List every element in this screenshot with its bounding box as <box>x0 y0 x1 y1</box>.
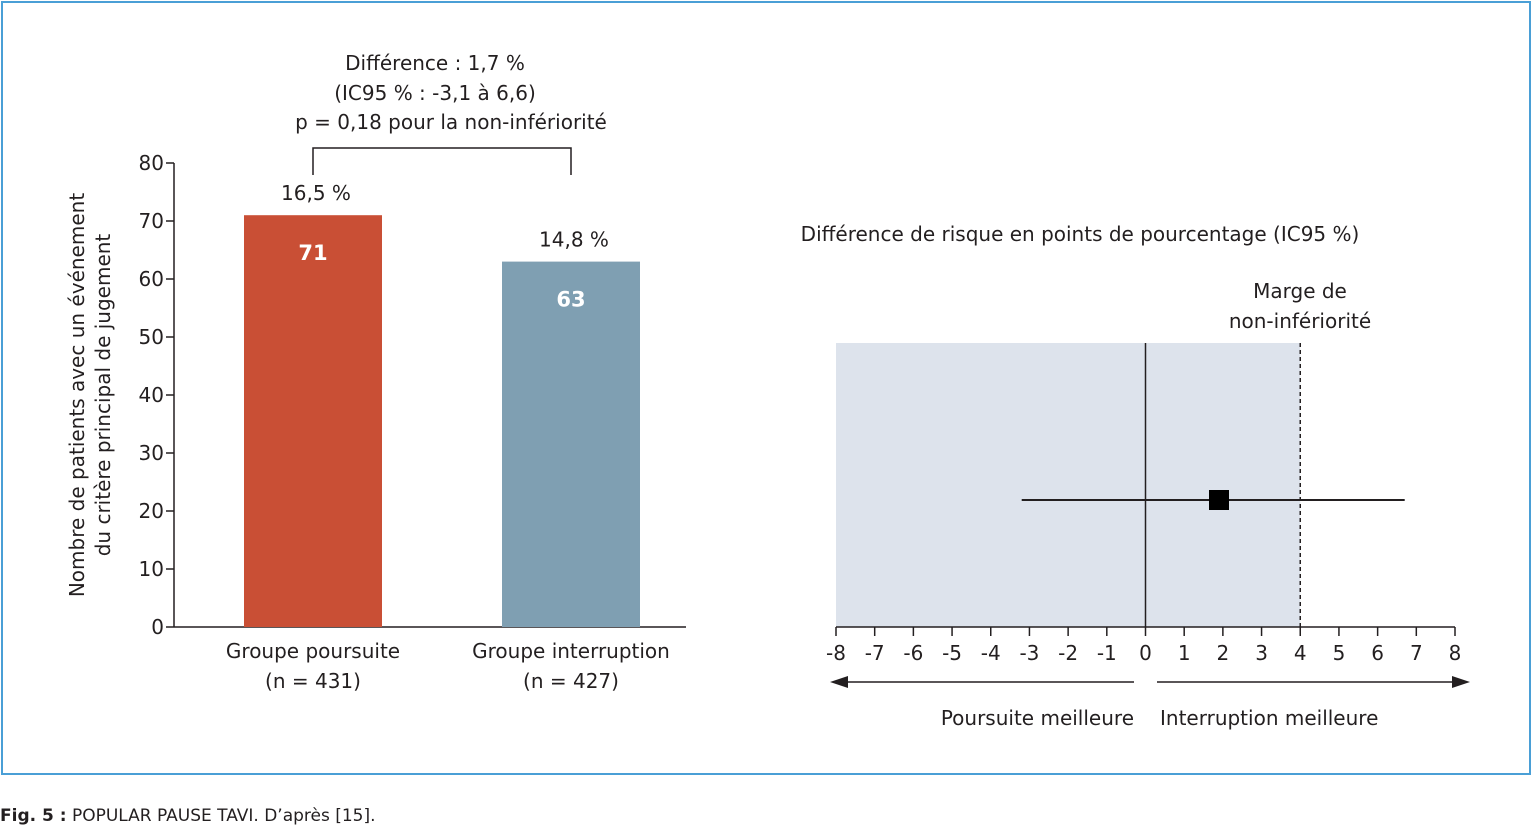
y-tick-label: 70 <box>139 209 164 233</box>
forest-plot: Différence de risque en points de pource… <box>801 222 1470 730</box>
margin-label-line1: Marge de <box>1253 279 1347 303</box>
y-tick-label: 20 <box>139 499 164 523</box>
y-tick-label: 10 <box>139 557 164 581</box>
x-tick-label: 7 <box>1410 641 1423 665</box>
x-tick-label: 2 <box>1217 641 1230 665</box>
bar <box>244 215 382 627</box>
non-inferiority-zone <box>836 343 1301 627</box>
bar-value-label: 71 <box>298 241 327 265</box>
figure-caption: Fig. 5 : POPULAR PAUSE TAVI. D’après [15… <box>0 806 376 826</box>
comparison-annotation: Différence : 1,7 % (IC95 % : -3,1 à 6,6)… <box>295 51 607 175</box>
margin-label-line2: non-infériorité <box>1229 309 1371 333</box>
arrow-left-head <box>830 676 848 688</box>
bar-chart-ylabel-line2: du critère principal de jugement <box>91 234 115 557</box>
y-tick-label: 40 <box>139 383 164 407</box>
bar-chart-ylabel-line1: Nombre de patients avec un événement <box>65 193 89 597</box>
bar <box>502 261 640 627</box>
point-estimate-marker <box>1209 490 1230 510</box>
arrow-right-head <box>1452 676 1470 688</box>
x-tick-label: -4 <box>981 641 1001 665</box>
bar-chart: Nombre de patients avec un événement du … <box>65 51 686 693</box>
forest-plot-body <box>836 343 1405 627</box>
comparison-line-3: p = 0,18 pour la non-infériorité <box>295 110 607 134</box>
comparison-bracket <box>312 147 572 175</box>
caption-label: Fig. 5 : <box>0 806 67 826</box>
x-tick-label: 0 <box>1139 641 1152 665</box>
x-tick-label: 5 <box>1333 641 1346 665</box>
comparison-line-1: Différence : 1,7 % <box>345 51 525 75</box>
category-label: Groupe poursuite <box>226 639 400 663</box>
figure-charts: Nombre de patients avec un événement du … <box>65 51 1470 730</box>
bar-chart-y-axis: 0 10 20 30 40 50 60 70 80 <box>139 151 175 639</box>
y-tick-label: 80 <box>139 151 164 175</box>
direction-arrows: Poursuite meilleure Interruption meilleu… <box>830 676 1470 730</box>
x-tick-label: -8 <box>826 641 846 665</box>
x-tick-label: -5 <box>942 641 962 665</box>
forest-plot-x-axis: -8 -7 -6 -5 -4 -3 -2 -1 0 1 2 3 4 5 6 7 8 <box>826 626 1462 665</box>
arrow-left-label: Poursuite meilleure <box>941 706 1134 730</box>
forest-plot-title: Différence de risque en points de pource… <box>801 222 1360 246</box>
bar-percent-label: 14,8 % <box>539 228 609 252</box>
caption-text: POPULAR PAUSE TAVI. D’après [15]. <box>71 806 376 826</box>
x-tick-label: -2 <box>1058 641 1078 665</box>
x-tick-label: -7 <box>865 641 885 665</box>
bar-value-label: 63 <box>556 288 585 312</box>
x-tick-label: -6 <box>903 641 923 665</box>
bar-chart-bars: 71 16,5 % 63 14,8 % <box>244 181 640 627</box>
figure-frame <box>1 1 1531 775</box>
bar-percent-label: 16,5 % <box>281 181 351 205</box>
category-sublabel: (n = 427) <box>523 669 619 693</box>
y-tick-label: 60 <box>139 267 164 291</box>
y-tick-label: 0 <box>151 615 164 639</box>
x-tick-label: 4 <box>1294 641 1307 665</box>
x-tick-label: -1 <box>1097 641 1117 665</box>
arrow-right-label: Interruption meilleure <box>1160 706 1378 730</box>
category-label: Groupe interruption <box>472 639 670 663</box>
category-sublabel: (n = 431) <box>265 669 361 693</box>
comparison-line-2: (IC95 % : -3,1 à 6,6) <box>334 81 536 105</box>
bar-chart-categories: Groupe poursuite (n = 431) Groupe interrup… <box>226 639 670 693</box>
x-tick-label: 1 <box>1178 641 1191 665</box>
x-tick-label: 8 <box>1449 641 1462 665</box>
x-tick-label: 6 <box>1371 641 1384 665</box>
y-tick-label: 50 <box>139 325 164 349</box>
y-tick-label: 30 <box>139 441 164 465</box>
x-tick-label: 3 <box>1255 641 1268 665</box>
x-tick-label: -3 <box>1019 641 1039 665</box>
